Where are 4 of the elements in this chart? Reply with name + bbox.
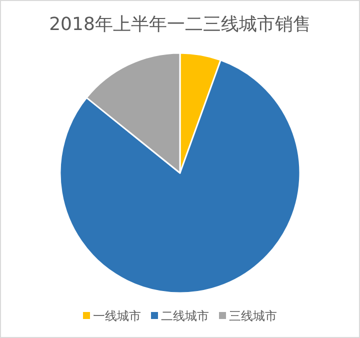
legend-label: 三线城市 [229, 309, 277, 323]
legend-label: 二线城市 [161, 309, 209, 323]
chart-title: 2018年上半年一二三线城市销售 [49, 14, 311, 35]
legend-label: 一线城市 [93, 309, 141, 323]
